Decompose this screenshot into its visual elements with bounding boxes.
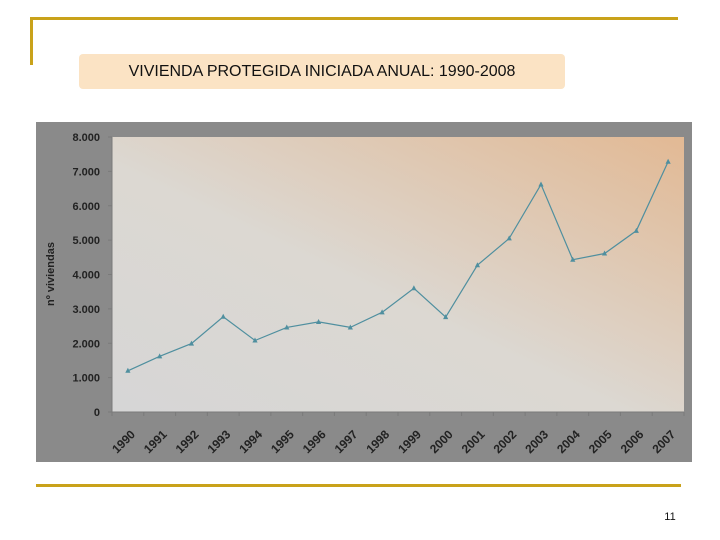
bottom-accent-line (36, 484, 681, 487)
data-point-marker (157, 353, 163, 359)
data-point-marker (506, 235, 512, 241)
y-tick-label: 3.000 (72, 304, 100, 316)
x-tick-label: 2000 (427, 427, 456, 456)
top-accent-line (30, 17, 678, 20)
x-tick-label: 1990 (109, 427, 138, 456)
data-point-marker (379, 309, 385, 315)
data-point-marker (315, 318, 322, 324)
line-chart: nº viviendas 0 1.000 2.000 3.000 4.000 5.000 6… (45, 132, 685, 456)
y-axis-label: nº viviendas (45, 242, 57, 306)
data-point-marker (633, 227, 639, 233)
page-number: 11 (664, 511, 676, 523)
x-tick-label: 2006 (618, 427, 647, 456)
y-ticks: 0 1.000 2.000 3.000 4.000 5.000 6.000 7.000 8.00… (72, 132, 112, 419)
slide-title: VIVIENDA PROTEGIDA INICIADA ANUAL: 1990-… (128, 62, 516, 80)
y-tick-label: 2.000 (72, 338, 100, 350)
x-tick-label: 1993 (205, 427, 234, 456)
data-point-marker (665, 158, 671, 164)
x-tick-label: 1998 (363, 427, 392, 456)
y-tick-label: 4.000 (72, 270, 100, 282)
data-point-marker (411, 285, 417, 291)
x-ticks: 1990 1991 1992 1993 1994 1995 1996 1997 1998 1999… (109, 412, 685, 456)
y-tick-label: 8.000 (72, 132, 100, 144)
x-tick-label: 2005 (586, 427, 615, 456)
y-tick-label: 7.000 (72, 166, 100, 178)
series-layer (125, 158, 671, 373)
data-point-marker (347, 324, 353, 330)
slide-title-box: VIVIENDA PROTEGIDA INICIADA ANUAL: 1990-… (79, 54, 565, 89)
x-tick-label: 2007 (649, 427, 678, 456)
plot-area (112, 137, 684, 412)
x-tick-label: 1995 (268, 427, 297, 456)
x-tick-label: 1991 (141, 427, 170, 456)
y-tick-label: 6.000 (72, 201, 100, 213)
series-line (127, 161, 669, 372)
data-point-marker (538, 181, 544, 187)
x-tick-label: 1994 (236, 427, 265, 456)
y-tick-label: 5.000 (72, 235, 100, 247)
data-point-marker (188, 340, 195, 346)
x-tick-label: 2004 (554, 427, 583, 456)
y-tick-label: 1.000 (72, 373, 100, 385)
x-tick-label: 2001 (459, 427, 488, 456)
data-point-marker (125, 367, 131, 373)
data-point-marker (284, 324, 290, 330)
chart-panel: nº viviendas 0 1.000 2.000 3.000 4.000 5.000 6… (36, 122, 692, 462)
data-point-marker (443, 314, 449, 320)
data-point-marker (474, 262, 481, 268)
data-point-marker (252, 337, 258, 343)
x-tick-label: 1996 (300, 427, 329, 456)
y-tick-label: 0 (94, 407, 100, 419)
x-tick-label: 2002 (491, 427, 520, 456)
data-point-marker (570, 256, 576, 262)
x-tick-label: 1999 (395, 427, 424, 456)
x-tick-label: 1997 (332, 427, 361, 456)
x-tick-label: 1992 (173, 427, 202, 456)
data-point-marker (220, 313, 226, 319)
left-accent-line (30, 17, 33, 65)
x-tick-label: 2003 (522, 427, 551, 456)
data-point-marker (601, 250, 608, 256)
